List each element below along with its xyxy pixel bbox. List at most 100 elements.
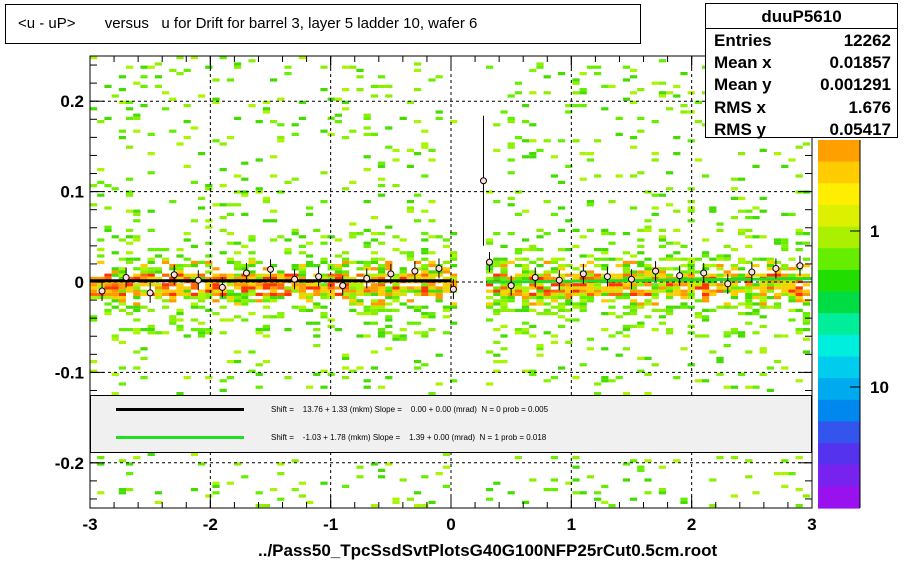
heatmap-cell	[486, 497, 494, 501]
heatmap-cell	[378, 232, 386, 236]
heatmap-cell	[644, 356, 652, 360]
heatmap-cell	[795, 273, 803, 277]
heatmap-cell	[630, 254, 638, 258]
heatmap-cell	[104, 184, 112, 188]
heatmap-cell	[766, 273, 774, 277]
heatmap-cell	[162, 331, 170, 335]
heatmap-cell	[284, 328, 292, 332]
heatmap-cell	[262, 283, 270, 287]
heatmap-cell	[745, 459, 753, 463]
heatmap-cell	[644, 228, 652, 232]
heatmap-cell	[111, 305, 119, 309]
heatmap-cell	[126, 305, 134, 309]
heatmap-cell	[543, 289, 551, 293]
heatmap-cell	[493, 273, 501, 277]
heatmap-cell	[536, 312, 544, 316]
heatmap-cell	[255, 187, 263, 191]
heatmap-cell	[536, 235, 544, 239]
heatmap-cell	[370, 504, 378, 508]
heatmap-cell	[529, 308, 537, 312]
heatmap-cell	[558, 289, 566, 293]
heatmap-cell	[270, 174, 278, 178]
heatmap-cell	[781, 238, 789, 242]
heatmap-cell	[133, 283, 141, 287]
heatmap-cell	[543, 302, 551, 306]
heatmap-cell	[277, 292, 285, 296]
color-scale-segment	[818, 204, 860, 228]
heatmap-cell	[255, 276, 263, 280]
heatmap-cell	[226, 232, 234, 236]
heatmap-cell	[716, 286, 724, 290]
heatmap-cell	[205, 296, 213, 300]
heatmap-cell	[270, 276, 278, 280]
heatmap-cell	[788, 273, 796, 277]
heatmap-cell	[255, 273, 263, 277]
heatmap-cell	[406, 164, 414, 168]
heatmap-cell	[550, 270, 558, 274]
heatmap-cell	[378, 475, 386, 479]
heatmap-cell	[709, 504, 717, 508]
heatmap-cell	[270, 219, 278, 223]
heatmap-cell	[392, 292, 400, 296]
heatmap-cell	[514, 251, 522, 255]
heatmap-cell	[298, 116, 306, 120]
heatmap-cell	[738, 334, 746, 338]
heatmap-cell	[306, 321, 314, 325]
heatmap-cell	[162, 305, 170, 309]
heatmap-cell	[306, 299, 314, 303]
heatmap-cell	[219, 56, 227, 60]
heatmap-cell	[298, 235, 306, 239]
heatmap-cell	[723, 334, 731, 338]
heatmap-cell	[550, 174, 558, 178]
heatmap-cell	[802, 283, 810, 287]
heatmap-cell	[169, 299, 177, 303]
heatmap-cell	[270, 299, 278, 303]
heatmap-cell	[378, 164, 386, 168]
heatmap-cell	[536, 299, 544, 303]
heatmap-cell	[795, 379, 803, 383]
heatmap-cell	[406, 497, 414, 501]
heatmap-cell	[111, 299, 119, 303]
heatmap-cell	[154, 75, 162, 79]
heatmap-cell	[644, 392, 652, 396]
heatmap-cell	[133, 456, 141, 460]
heatmap-cell	[241, 286, 249, 290]
heatmap-cell	[529, 334, 537, 338]
heatmap-cell	[219, 168, 227, 172]
heatmap-cell	[313, 305, 321, 309]
heatmap-cell	[522, 257, 530, 261]
heatmap-cell	[190, 302, 198, 306]
heatmap-cell	[565, 318, 573, 322]
heatmap-cell	[219, 276, 227, 280]
heatmap-cell	[356, 299, 364, 303]
heatmap-cell	[709, 478, 717, 482]
heatmap-cell	[507, 196, 515, 200]
heatmap-cell	[162, 286, 170, 290]
heatmap-cell	[781, 366, 789, 370]
heatmap-cell	[370, 305, 378, 309]
heatmap-cell	[594, 289, 602, 293]
heatmap-cell	[781, 459, 789, 463]
heatmap-cell	[212, 203, 220, 207]
profile-point	[555, 276, 563, 284]
heatmap-cell	[298, 251, 306, 255]
heatmap-cell	[745, 296, 753, 300]
heatmap-cell	[572, 318, 580, 322]
heatmap-cell	[644, 315, 652, 319]
heatmap-cell	[522, 321, 530, 325]
heatmap-cell	[514, 283, 522, 287]
heatmap-cell	[320, 235, 328, 239]
heatmap-cell	[493, 200, 501, 204]
heatmap-cell	[507, 120, 515, 124]
heatmap-cell	[320, 289, 328, 293]
heatmap-cell	[435, 296, 443, 300]
heatmap-cell	[586, 200, 594, 204]
heatmap-cell	[637, 276, 645, 280]
heatmap-cell	[356, 366, 364, 370]
heatmap-cell	[327, 132, 335, 136]
heatmap-cell	[579, 302, 587, 306]
heatmap-cell	[248, 59, 256, 63]
heatmap-cell	[594, 286, 602, 290]
heatmap-cell	[543, 260, 551, 264]
heatmap-cell	[298, 305, 306, 309]
